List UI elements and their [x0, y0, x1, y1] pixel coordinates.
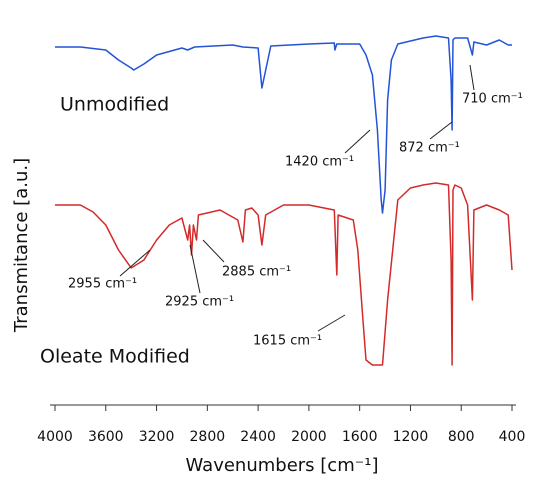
annotation-leader: [469, 64, 475, 91]
annotation: 710 cm⁻¹: [462, 92, 523, 107]
series-label: Oleate Modified: [40, 346, 190, 368]
annotation-leader: [119, 249, 151, 277]
x-tick-label: 3600: [88, 429, 124, 445]
x-tick-label: 800: [448, 429, 475, 445]
spectrum-line: [55, 182, 513, 366]
annotation: 2955 cm⁻¹: [68, 277, 137, 292]
x-tick-label: 3200: [139, 429, 175, 445]
x-tick-label: 4000: [37, 429, 73, 445]
x-tick-label: 1200: [393, 429, 429, 445]
x-tick-label: 400: [499, 429, 526, 445]
x-tick-label: 2800: [190, 429, 226, 445]
spectrum-line: [55, 35, 512, 214]
annotation: 1615 cm⁻¹: [253, 334, 322, 349]
x-axis-label: Wavenumbers [cm⁻¹]: [186, 455, 379, 476]
x-tick-label: 2000: [291, 429, 327, 445]
x-tick-label: 1600: [342, 429, 378, 445]
annotation: 2885 cm⁻¹: [222, 265, 291, 280]
annotation: 872 cm⁻¹: [399, 141, 460, 156]
annotation-leader: [202, 239, 225, 263]
annotation: 1420 cm⁻¹: [285, 155, 354, 170]
annotation: 2925 cm⁻¹: [165, 295, 234, 310]
annotation-leader: [317, 314, 346, 332]
series-label: Unmodified: [60, 94, 169, 116]
y-axis-label: Transmitance [a.u.]: [11, 158, 32, 333]
annotation-leader: [189, 244, 201, 294]
annotation-leader: [429, 121, 453, 140]
annotation-leader: [344, 129, 371, 154]
x-tick-label: 2400: [240, 429, 276, 445]
